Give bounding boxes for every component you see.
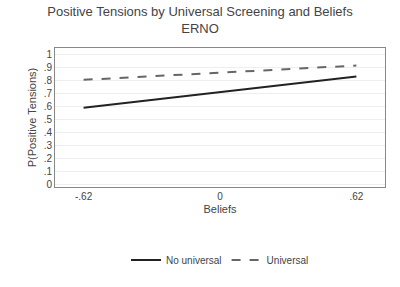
svg-text:-.62: -.62 xyxy=(75,191,93,202)
svg-text:Universal: Universal xyxy=(267,255,309,266)
svg-text:0: 0 xyxy=(46,179,52,190)
svg-text:.6: .6 xyxy=(44,101,53,112)
svg-text:.9: .9 xyxy=(44,62,53,73)
svg-text:P(Positive Tensions): P(Positive Tensions) xyxy=(26,68,38,167)
svg-text:.8: .8 xyxy=(44,75,53,86)
svg-text:.4: .4 xyxy=(44,127,53,138)
svg-text:.3: .3 xyxy=(44,140,53,151)
svg-text:.5: .5 xyxy=(44,114,53,125)
svg-text:.7: .7 xyxy=(44,88,53,99)
svg-text:.62: .62 xyxy=(349,191,363,202)
svg-text:.1: .1 xyxy=(44,166,53,177)
svg-text:Beliefs: Beliefs xyxy=(203,203,237,215)
svg-text:1: 1 xyxy=(46,49,52,60)
svg-text:0: 0 xyxy=(217,191,223,202)
svg-text:No universal: No universal xyxy=(166,255,222,266)
svg-text:Positive Tensions by Universal: Positive Tensions by Universal Screening… xyxy=(47,4,353,36)
svg-text:.2: .2 xyxy=(44,153,53,164)
